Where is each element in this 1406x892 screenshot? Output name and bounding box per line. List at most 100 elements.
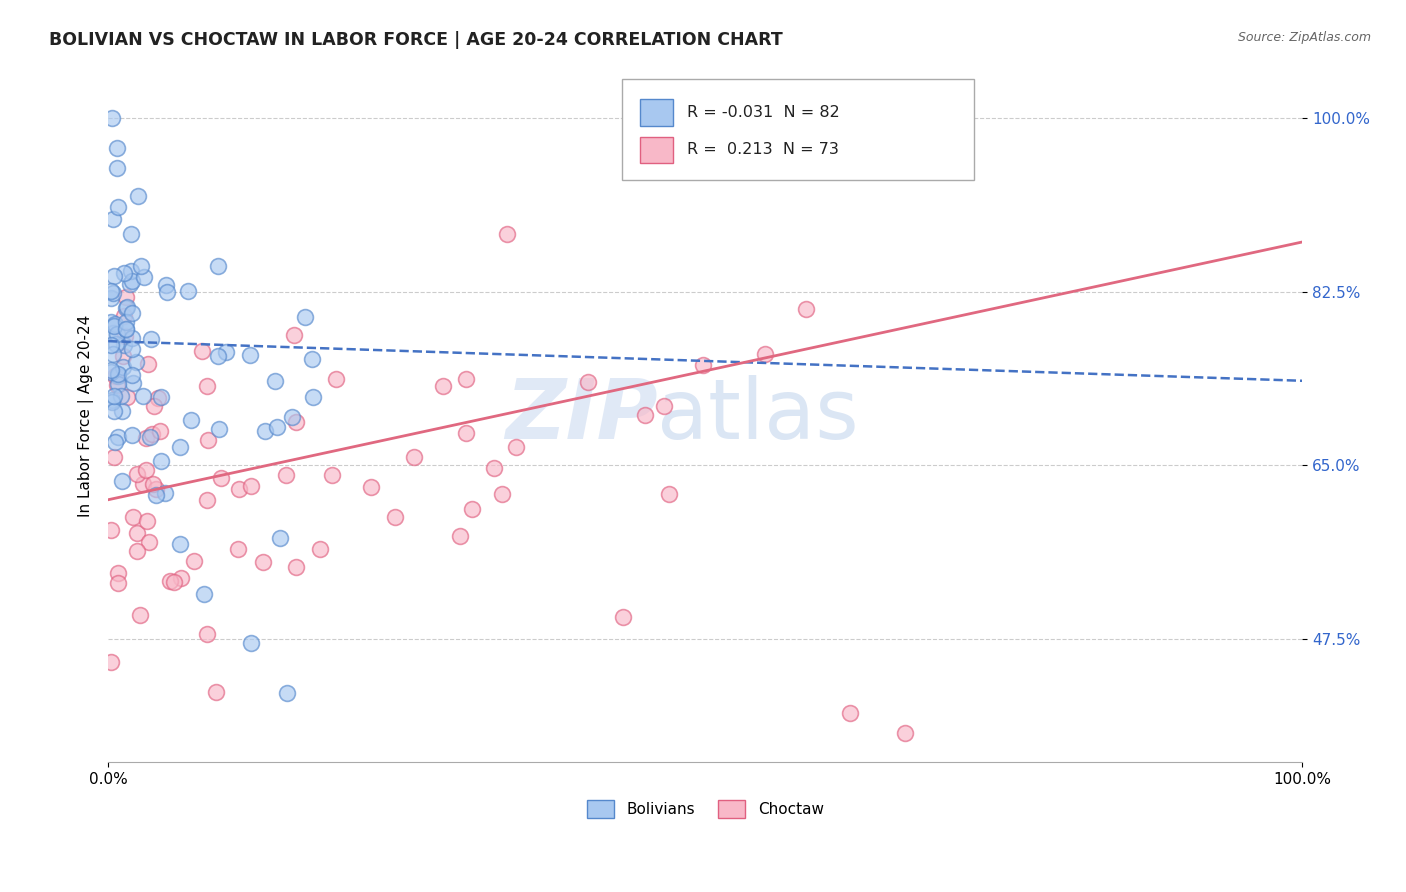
Point: [839, 706, 862, 720]
Point: [205, 685, 228, 699]
Point: [266, 419, 288, 434]
Text: R = -0.031  N = 82: R = -0.031 N = 82: [688, 105, 839, 120]
Point: [132, 388, 155, 402]
Point: [100, 292, 122, 306]
Point: [115, 390, 138, 404]
Point: [100, 395, 122, 409]
Point: [107, 161, 129, 175]
Point: [239, 348, 262, 362]
Point: [104, 317, 127, 331]
Point: [505, 441, 527, 455]
Point: [325, 372, 347, 386]
Point: [127, 189, 149, 203]
Point: [169, 537, 191, 551]
Point: [100, 366, 122, 380]
Point: [131, 259, 153, 273]
Point: [634, 408, 657, 422]
Point: [131, 477, 153, 491]
Point: [121, 306, 143, 320]
Legend: Bolivians, Choctaw: Bolivians, Choctaw: [581, 794, 830, 824]
Point: [101, 211, 124, 226]
Point: [121, 342, 143, 356]
Point: [111, 404, 134, 418]
Point: [195, 627, 218, 641]
Point: [612, 610, 634, 624]
Point: [129, 607, 152, 622]
Point: [107, 576, 129, 591]
Point: [177, 284, 200, 298]
Point: [180, 412, 202, 426]
Point: [107, 566, 129, 580]
Point: [252, 555, 274, 569]
Point: [127, 526, 149, 541]
Point: [142, 477, 165, 491]
Text: R =  0.213  N = 73: R = 0.213 N = 73: [688, 143, 839, 157]
Point: [107, 200, 129, 214]
Point: [112, 266, 135, 280]
Point: [135, 463, 157, 477]
Point: [105, 141, 128, 155]
Text: BOLIVIAN VS CHOCTAW IN LABOR FORCE | AGE 20-24 CORRELATION CHART: BOLIVIAN VS CHOCTAW IN LABOR FORCE | AGE…: [49, 31, 783, 49]
Point: [449, 529, 471, 543]
Text: ZIP: ZIP: [505, 375, 658, 456]
Point: [456, 425, 478, 440]
Text: Source: ZipAtlas.com: Source: ZipAtlas.com: [1237, 31, 1371, 45]
Point: [228, 482, 250, 496]
Point: [103, 319, 125, 334]
Point: [101, 393, 124, 408]
Point: [112, 337, 135, 351]
Point: [253, 424, 276, 438]
Point: [652, 399, 675, 413]
Point: [240, 636, 263, 650]
Point: [456, 372, 478, 386]
Point: [101, 111, 124, 125]
Point: [321, 468, 343, 483]
Point: [142, 399, 165, 413]
Point: [195, 492, 218, 507]
Point: [115, 300, 138, 314]
Point: [893, 725, 915, 739]
Point: [115, 289, 138, 303]
Point: [285, 415, 308, 429]
Point: [197, 378, 219, 392]
Point: [103, 269, 125, 284]
Point: [115, 322, 138, 336]
Point: [132, 270, 155, 285]
Point: [284, 560, 307, 574]
Point: [125, 544, 148, 558]
Point: [104, 435, 127, 450]
Point: [170, 571, 193, 585]
Point: [692, 358, 714, 372]
Point: [100, 363, 122, 377]
Point: [208, 422, 231, 436]
Point: [281, 410, 304, 425]
Point: [111, 475, 134, 489]
Point: [149, 424, 172, 438]
Point: [482, 461, 505, 475]
Point: [283, 328, 305, 343]
Point: [754, 347, 776, 361]
Point: [240, 478, 263, 492]
Point: [100, 655, 122, 669]
Point: [146, 391, 169, 405]
Point: [169, 441, 191, 455]
Point: [105, 378, 128, 392]
Point: [491, 487, 513, 501]
Point: [115, 301, 138, 316]
Point: [796, 301, 818, 316]
Point: [100, 284, 122, 298]
Point: [120, 227, 142, 242]
Point: [576, 375, 599, 389]
Point: [105, 327, 128, 342]
Point: [122, 510, 145, 524]
Point: [112, 349, 135, 363]
Point: [135, 514, 157, 528]
Point: [432, 379, 454, 393]
Point: [145, 483, 167, 497]
Point: [104, 368, 127, 383]
Point: [141, 427, 163, 442]
Point: [107, 369, 129, 384]
Point: [150, 390, 173, 404]
Point: [107, 377, 129, 392]
Point: [103, 326, 125, 340]
